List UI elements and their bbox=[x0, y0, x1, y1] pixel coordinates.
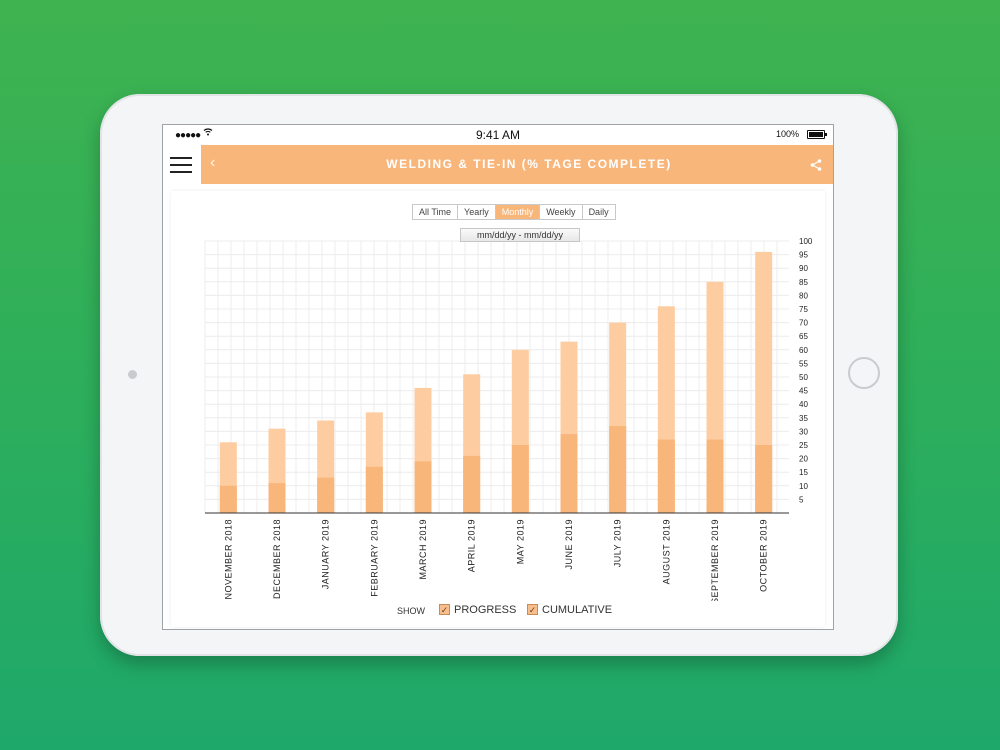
bar-progress bbox=[657, 439, 675, 513]
progress-checkbox[interactable]: ✓ bbox=[439, 604, 450, 615]
y-tick-label: 25 bbox=[799, 441, 808, 450]
bar-progress bbox=[268, 483, 286, 513]
bar-progress bbox=[511, 445, 529, 513]
x-tick-label: JUNE 2019 bbox=[564, 519, 574, 570]
camera-icon bbox=[128, 370, 137, 379]
home-button[interactable] bbox=[848, 357, 880, 389]
y-tick-label: 30 bbox=[799, 427, 808, 436]
signal-icon: ●●●●● bbox=[175, 130, 201, 141]
filter-daily[interactable]: Daily bbox=[588, 207, 609, 217]
y-tick-label: 35 bbox=[799, 414, 808, 423]
app-header: ‹ WELDING & TIE-IN (% TAGE COMPLETE) bbox=[201, 145, 833, 184]
filter-monthly[interactable]: Monthly bbox=[495, 205, 541, 219]
y-tick-label: 5 bbox=[799, 495, 804, 504]
x-tick-label: NOVEMBER 2018 bbox=[223, 519, 233, 600]
x-tick-label: OCTOBER 2019 bbox=[759, 519, 769, 592]
hamburger-menu-button[interactable] bbox=[163, 145, 201, 184]
battery-percent: 100% bbox=[775, 129, 799, 139]
y-tick-label: 100 bbox=[799, 237, 813, 246]
status-time: 9:41 AM bbox=[475, 128, 521, 142]
y-tick-label: 45 bbox=[799, 387, 808, 396]
y-tick-label: 75 bbox=[799, 305, 808, 314]
bar-progress bbox=[219, 485, 237, 513]
y-tick-label: 80 bbox=[799, 291, 808, 300]
y-tick-label: 60 bbox=[799, 346, 808, 355]
bar-progress bbox=[609, 425, 627, 513]
share-icon[interactable] bbox=[809, 158, 823, 172]
x-tick-label: MARCH 2019 bbox=[418, 519, 428, 580]
wifi-icon bbox=[203, 127, 213, 139]
bar-progress bbox=[755, 445, 773, 513]
y-tick-label: 15 bbox=[799, 468, 808, 477]
status-bar: ●●●●● 9:41 AM 100% bbox=[163, 125, 833, 145]
y-tick-label: 10 bbox=[799, 482, 808, 491]
y-tick-label: 90 bbox=[799, 264, 808, 273]
cumulative-legend-label: CUMULATIVE bbox=[542, 604, 613, 616]
bar-progress bbox=[317, 477, 335, 513]
x-tick-label: MAY 2019 bbox=[515, 519, 525, 564]
y-tick-label: 20 bbox=[799, 455, 808, 464]
cumulative-checkbox[interactable]: ✓ bbox=[527, 604, 538, 615]
y-tick-label: 70 bbox=[799, 319, 808, 328]
x-tick-label: APRIL 2019 bbox=[467, 519, 477, 572]
back-icon[interactable]: ‹ bbox=[210, 154, 216, 171]
y-tick-label: 40 bbox=[799, 400, 808, 409]
page-title: WELDING & TIE-IN (% TAGE COMPLETE) bbox=[386, 157, 672, 171]
chart-panel: NOVEMBER 2018 DECEMBER 2018 JANUARY 2019 FE… bbox=[171, 191, 825, 627]
bar-progress bbox=[414, 461, 432, 513]
x-tick-label: JULY 2019 bbox=[613, 519, 623, 567]
bar-progress bbox=[706, 439, 724, 513]
y-tick-label: 85 bbox=[799, 278, 808, 287]
x-tick-label: AUGUST 2019 bbox=[661, 519, 671, 584]
y-tick-label: 50 bbox=[799, 373, 808, 382]
x-tick-label: SEPTEMBER 2019 bbox=[710, 519, 720, 601]
time-filter-segmented-control: All Time Yearly Monthly Weekly Daily bbox=[412, 204, 616, 220]
x-tick-label: DECEMBER 2018 bbox=[272, 519, 282, 599]
filter-weekly[interactable]: Weekly bbox=[540, 205, 583, 219]
progress-chart: NOVEMBER 2018 DECEMBER 2018 JANUARY 2019 FE… bbox=[204, 237, 813, 601]
progress-legend-label: PROGRESS bbox=[454, 604, 517, 616]
bar-progress bbox=[560, 434, 578, 513]
y-tick-label: 95 bbox=[799, 251, 808, 260]
x-tick-label: JANUARY 2019 bbox=[321, 519, 331, 589]
battery-icon bbox=[807, 130, 827, 139]
bar-progress bbox=[365, 466, 383, 513]
y-tick-label: 65 bbox=[799, 332, 808, 341]
bar-progress bbox=[463, 455, 481, 513]
date-range-button[interactable]: mm/dd/yy - mm/dd/yy bbox=[460, 228, 580, 242]
app-screen: ●●●●● 9:41 AM 100% ‹ WELDING & TIE-IN (%… bbox=[162, 124, 834, 630]
x-tick-label: FEBRUARY 2019 bbox=[369, 519, 379, 597]
y-tick-label: 55 bbox=[799, 359, 808, 368]
filter-all-time[interactable]: All Time bbox=[413, 205, 459, 219]
filter-yearly[interactable]: Yearly bbox=[458, 205, 496, 219]
legend-show-label: SHOW bbox=[397, 606, 425, 616]
chart-legend: SHOW ✓ PROGRESS ✓ CUMULATIVE bbox=[171, 603, 825, 619]
